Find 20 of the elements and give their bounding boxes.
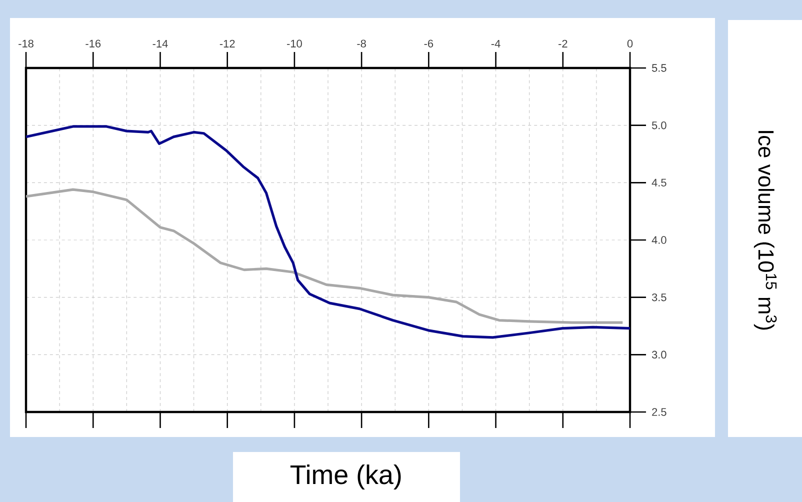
y-tick-label: 2.5 [652,408,666,416]
line-series [26,125,630,339]
y-tick-label: 5.0 [652,121,666,130]
x-tick-label: -4 [491,40,500,48]
y-tick-label: 5.5 [652,64,666,72]
x-tick-label: -18 [18,40,34,48]
x-tick-label: 0 [627,40,633,48]
y-axis-title: Ice volume (10$^{15}$ m$^{3}$) [754,131,777,330]
x-tick-label: -16 [86,40,101,48]
y-tick-label: 3.0 [652,350,666,359]
x-tick-label: -10 [287,40,302,48]
x-tick-label: -2 [558,40,568,48]
x-tick-label: -8 [357,40,366,48]
x-tick-label: -14 [152,40,168,48]
x-tick-label: -6 [424,40,434,48]
x-tick-label: -12 [220,40,235,48]
y-tick-label: 4.0 [652,236,666,244]
x-axis-title: Time (ka) [290,464,401,490]
y-tick-label: 3.5 [652,293,666,302]
y-tick-label: 4.5 [652,178,666,186]
